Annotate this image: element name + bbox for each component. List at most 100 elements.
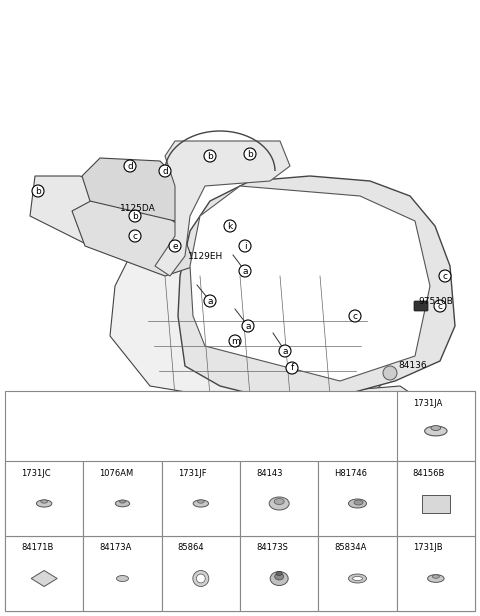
Text: 1129EH: 1129EH [188, 251, 223, 261]
Text: 1731JC: 1731JC [21, 469, 50, 477]
Circle shape [124, 160, 136, 172]
Bar [396, 536, 475, 611]
Text: c: c [352, 312, 358, 320]
Text: 1076AM: 1076AM [99, 469, 133, 477]
Text: a: a [403, 399, 408, 408]
Ellipse shape [120, 500, 126, 503]
Text: a: a [282, 346, 288, 355]
Ellipse shape [348, 574, 367, 583]
Bar [396, 391, 475, 461]
Ellipse shape [198, 500, 204, 503]
Text: 1731JF: 1731JF [178, 469, 206, 477]
Polygon shape [72, 196, 195, 276]
Bar [318, 536, 396, 611]
Circle shape [439, 270, 451, 282]
Ellipse shape [193, 500, 208, 507]
Text: a: a [207, 296, 213, 306]
Text: j: j [169, 543, 172, 553]
Bar [396, 461, 475, 536]
Ellipse shape [275, 573, 284, 580]
Circle shape [349, 310, 361, 322]
Circle shape [9, 543, 19, 553]
Polygon shape [30, 176, 155, 256]
Text: i: i [91, 543, 94, 553]
Ellipse shape [348, 499, 367, 508]
Circle shape [286, 362, 298, 374]
Circle shape [332, 453, 348, 469]
Circle shape [401, 468, 411, 478]
FancyBboxPatch shape [5, 391, 475, 611]
Text: e: e [172, 241, 178, 251]
Circle shape [193, 570, 209, 586]
Text: m: m [230, 336, 240, 346]
Circle shape [129, 230, 141, 242]
Text: d: d [168, 469, 173, 477]
Bar [318, 461, 396, 536]
Bar [162, 461, 240, 536]
Text: d: d [162, 166, 168, 176]
Circle shape [312, 433, 328, 449]
Text: j: j [379, 496, 381, 506]
Text: 84136: 84136 [398, 362, 427, 370]
Ellipse shape [276, 572, 282, 575]
Ellipse shape [117, 575, 129, 582]
Text: d: d [127, 161, 133, 171]
Text: c: c [132, 232, 137, 240]
Text: b: b [12, 469, 17, 477]
Ellipse shape [352, 577, 362, 580]
Text: e: e [246, 469, 252, 477]
Text: 85834A: 85834A [335, 543, 367, 553]
Polygon shape [110, 256, 400, 406]
Text: j: j [399, 501, 401, 511]
Text: l: l [326, 543, 328, 553]
Bar [5, 536, 84, 611]
Circle shape [357, 423, 373, 439]
Text: 1731JB: 1731JB [413, 543, 442, 553]
Circle shape [204, 295, 216, 307]
Bar [240, 536, 318, 611]
Text: a: a [245, 322, 251, 331]
Circle shape [224, 220, 236, 232]
Text: b: b [132, 211, 138, 221]
Bar [162, 536, 240, 611]
Text: c: c [443, 272, 447, 280]
Circle shape [239, 265, 251, 277]
Ellipse shape [432, 575, 439, 578]
Circle shape [159, 165, 171, 177]
Circle shape [401, 398, 411, 408]
Ellipse shape [270, 572, 288, 585]
Text: 97510B: 97510B [418, 296, 453, 306]
Text: h: h [12, 543, 17, 553]
Circle shape [314, 465, 326, 477]
Text: g: g [297, 456, 303, 466]
Circle shape [279, 345, 291, 357]
Text: 84171B: 84171B [21, 543, 53, 553]
Bar [84, 536, 162, 611]
Ellipse shape [354, 500, 363, 505]
Circle shape [244, 148, 256, 160]
Circle shape [9, 468, 19, 478]
Polygon shape [31, 570, 57, 586]
Text: 1125DA: 1125DA [120, 203, 156, 213]
Text: H81746: H81746 [335, 469, 367, 477]
Polygon shape [82, 158, 185, 221]
Text: 84173S: 84173S [256, 543, 288, 553]
Circle shape [229, 335, 241, 347]
Circle shape [434, 300, 446, 312]
Text: i: i [244, 241, 246, 251]
Text: a: a [242, 267, 248, 275]
Text: 1731JA: 1731JA [413, 399, 442, 408]
Text: f: f [290, 363, 294, 373]
Polygon shape [155, 141, 290, 276]
Text: k: k [228, 222, 233, 230]
Ellipse shape [274, 498, 284, 505]
Circle shape [204, 150, 216, 162]
Polygon shape [178, 176, 455, 401]
Circle shape [242, 320, 254, 332]
Bar [5, 461, 84, 536]
Text: b: b [207, 152, 213, 161]
Circle shape [239, 240, 251, 252]
Circle shape [401, 543, 411, 553]
Circle shape [87, 468, 97, 478]
Circle shape [32, 185, 44, 197]
